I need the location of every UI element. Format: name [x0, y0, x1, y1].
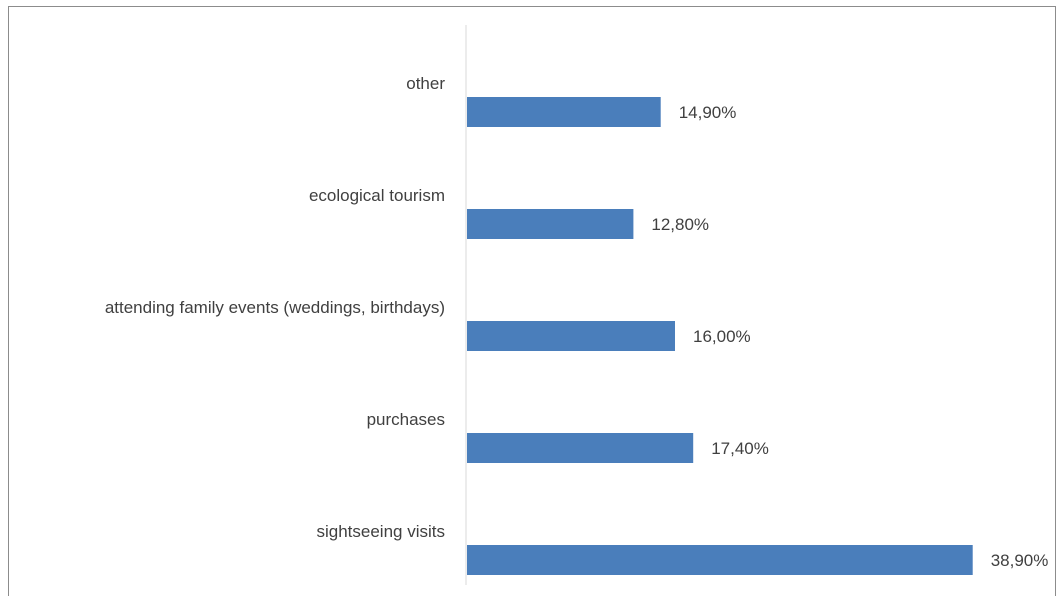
value-label: 17,40% [711, 439, 769, 458]
category-label: other [406, 74, 445, 93]
value-label: 14,90% [679, 103, 737, 122]
category-label: ecological tourism [309, 186, 445, 205]
value-label: 16,00% [693, 327, 751, 346]
category-label: attending family events (weddings, birth… [105, 298, 445, 317]
bar-chart: other 14,90% ecological tourism 12,80% atten… [105, 25, 1049, 585]
bar [467, 97, 661, 127]
value-label: 38,90% [991, 551, 1049, 570]
bar [467, 433, 694, 463]
value-label: 12,80% [651, 215, 709, 234]
bar [467, 209, 634, 239]
bar [467, 321, 675, 351]
bar [467, 545, 973, 575]
category-label: purchases [367, 410, 445, 429]
chart-frame: other 14,90% ecological tourism 12,80% atten… [8, 6, 1056, 596]
category-label: sightseeing visits [316, 522, 445, 541]
